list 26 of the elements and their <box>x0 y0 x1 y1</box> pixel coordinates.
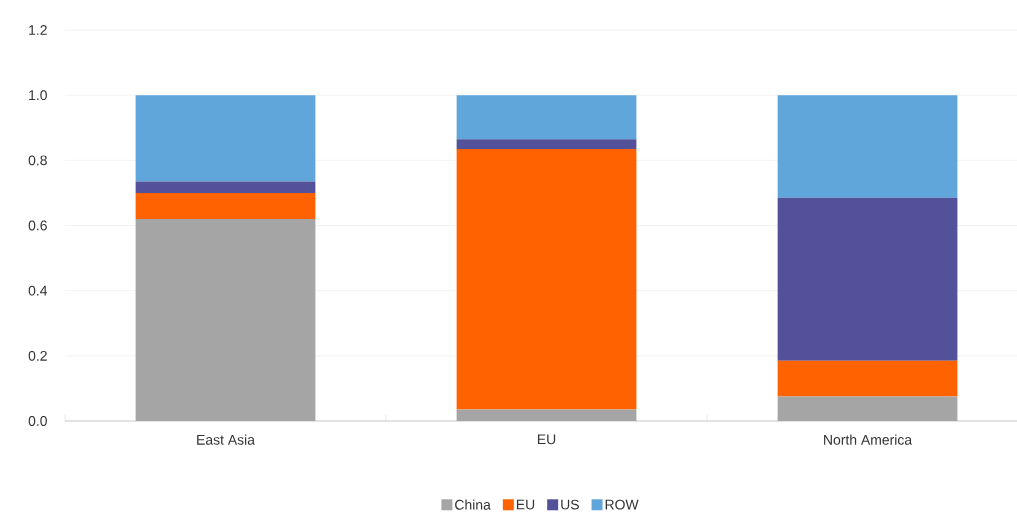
bar <box>456 148 637 410</box>
x-tick-label: East Asia <box>197 434 255 445</box>
bar <box>456 139 637 149</box>
bar <box>777 197 958 361</box>
bar <box>135 95 316 182</box>
y-tick-label: 1.2 <box>29 25 47 35</box>
bar <box>135 218 316 421</box>
y-tick-label: 0.6 <box>28 220 47 231</box>
legend-label: US <box>561 499 579 510</box>
bar <box>777 95 958 198</box>
y-tick-label: 0.2 <box>28 350 47 361</box>
bar <box>777 396 958 421</box>
bar <box>777 360 958 397</box>
x-tick-label: EU <box>537 434 556 445</box>
legend-label: ROW <box>605 499 639 510</box>
bar <box>135 192 316 219</box>
bar <box>135 181 316 193</box>
bar <box>456 95 637 140</box>
legend-label: China <box>455 499 491 510</box>
y-tick-label: 0.0 <box>28 416 47 426</box>
legend-label: EU <box>516 499 535 510</box>
bar <box>456 409 637 421</box>
y-tick-label: 0.4 <box>28 285 48 296</box>
y-tick-label: 1.0 <box>29 90 47 101</box>
x-tick-label: North America <box>824 434 913 445</box>
y-tick-label: 0.8 <box>28 155 47 166</box>
